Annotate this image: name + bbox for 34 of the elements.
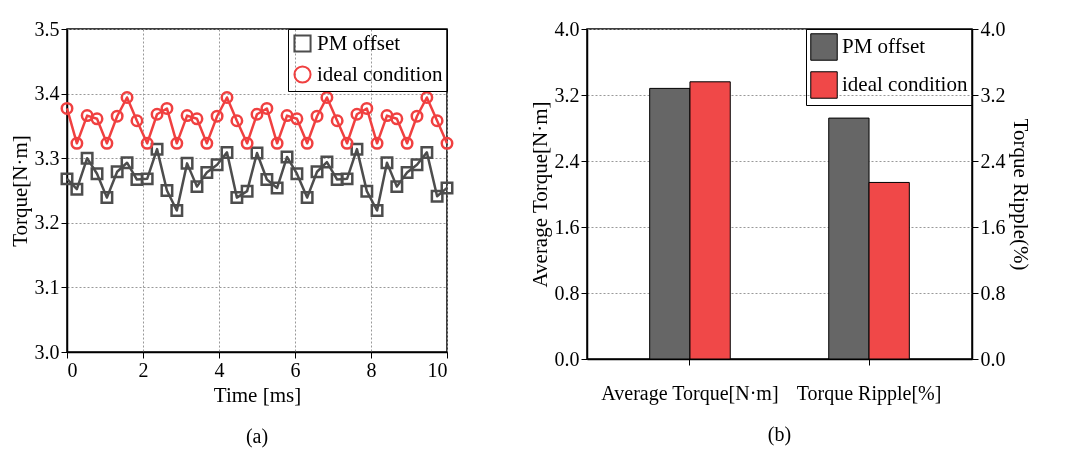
y-tick-label: 3.4 — [34, 82, 60, 105]
y-tick-label: 3.3 — [34, 146, 60, 169]
x-tick-label: 2 — [138, 358, 149, 381]
y2-tick-label: 2.4 — [980, 149, 1006, 172]
y-tick-label: 3.2 — [34, 211, 60, 234]
y-tick-label: 4.0 — [554, 17, 580, 40]
x-tick-label: 6 — [290, 358, 301, 381]
y-tick-label: 0.0 — [554, 347, 580, 370]
y-tick-label: 1.6 — [554, 215, 580, 238]
x-tick-label: 10 — [427, 358, 448, 381]
y-tick-label: 3.2 — [554, 83, 580, 106]
x-tick-label: 0 — [67, 358, 78, 381]
y-tick-label: 3.1 — [34, 275, 60, 298]
y2-tick-label: 1.6 — [980, 215, 1006, 238]
y-tick-label: 2.4 — [554, 149, 580, 172]
legend-label: ideal condition — [842, 72, 968, 96]
text: (a) — [245, 425, 269, 448]
y2-tick-label: 3.2 — [980, 83, 1006, 106]
legend-label: ideal condition — [317, 61, 443, 86]
y-tick-label: 0.8 — [554, 281, 580, 304]
y2-tick-label: 4.0 — [980, 17, 1006, 40]
y2-tick-label: 0.8 — [980, 281, 1006, 304]
text: (b) — [767, 423, 792, 446]
y-tick-label: 3.5 — [34, 17, 60, 40]
legend-label: PM offset — [317, 30, 401, 55]
y2-axis-title: Torque Ripple(%) — [1008, 118, 1033, 271]
y-axis-title: Torque[N·m] — [7, 135, 32, 247]
x-tick-label: 4 — [214, 358, 225, 381]
x-tick-label: 8 — [366, 358, 377, 381]
x-axis-title: Time [ms] — [213, 382, 302, 407]
x-tick-label: Torque Ripple[%] — [796, 381, 942, 405]
y2-tick-label: 0.0 — [980, 347, 1006, 370]
legend-label: PM offset — [842, 34, 926, 58]
y-tick-label: 3.0 — [34, 340, 60, 363]
